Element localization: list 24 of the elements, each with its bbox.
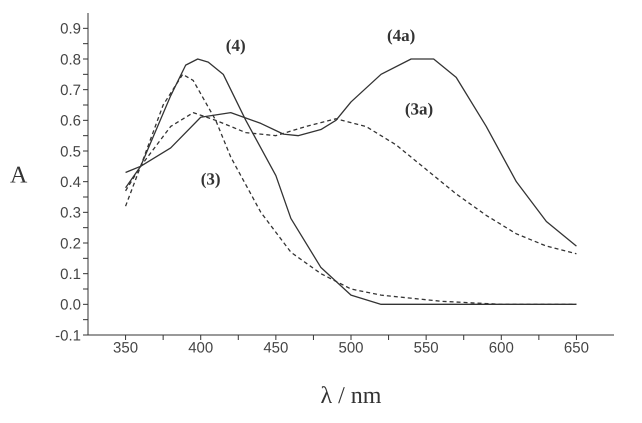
y-tick-label: 0.7 (60, 82, 81, 99)
y-tick-label: 0.6 (60, 112, 81, 130)
x-axis-title: λ / nm (320, 383, 382, 409)
y-tick-label: 0.2 (60, 235, 81, 252)
y-tick-label: 0.5 (60, 143, 81, 160)
y-tick-label: 0.9 (60, 20, 81, 38)
y-tick-label: 0.0 (60, 296, 81, 314)
x-tick-label: 400 (188, 340, 214, 357)
y-tick-label: -0.1 (55, 327, 81, 344)
series-label: (3a) (404, 99, 434, 118)
series-label: (4a) (386, 26, 416, 45)
x-tick-label: 450 (263, 340, 288, 357)
x-tick-label: 550 (414, 340, 439, 357)
x-tick-label: 600 (488, 340, 514, 357)
y-axis-title: A (10, 162, 28, 189)
y-tick-label: 0.4 (60, 174, 81, 191)
series-label: (4) (226, 36, 246, 55)
y-tick-label: 0.1 (60, 266, 81, 283)
x-tick-label: 650 (564, 340, 589, 357)
x-tick-label: 500 (338, 340, 364, 357)
y-tick-label: 0.8 (60, 51, 81, 68)
series-label: (3) (200, 169, 221, 188)
x-tick-label: 350 (113, 340, 138, 357)
y-tick-label: 0.3 (60, 204, 81, 222)
